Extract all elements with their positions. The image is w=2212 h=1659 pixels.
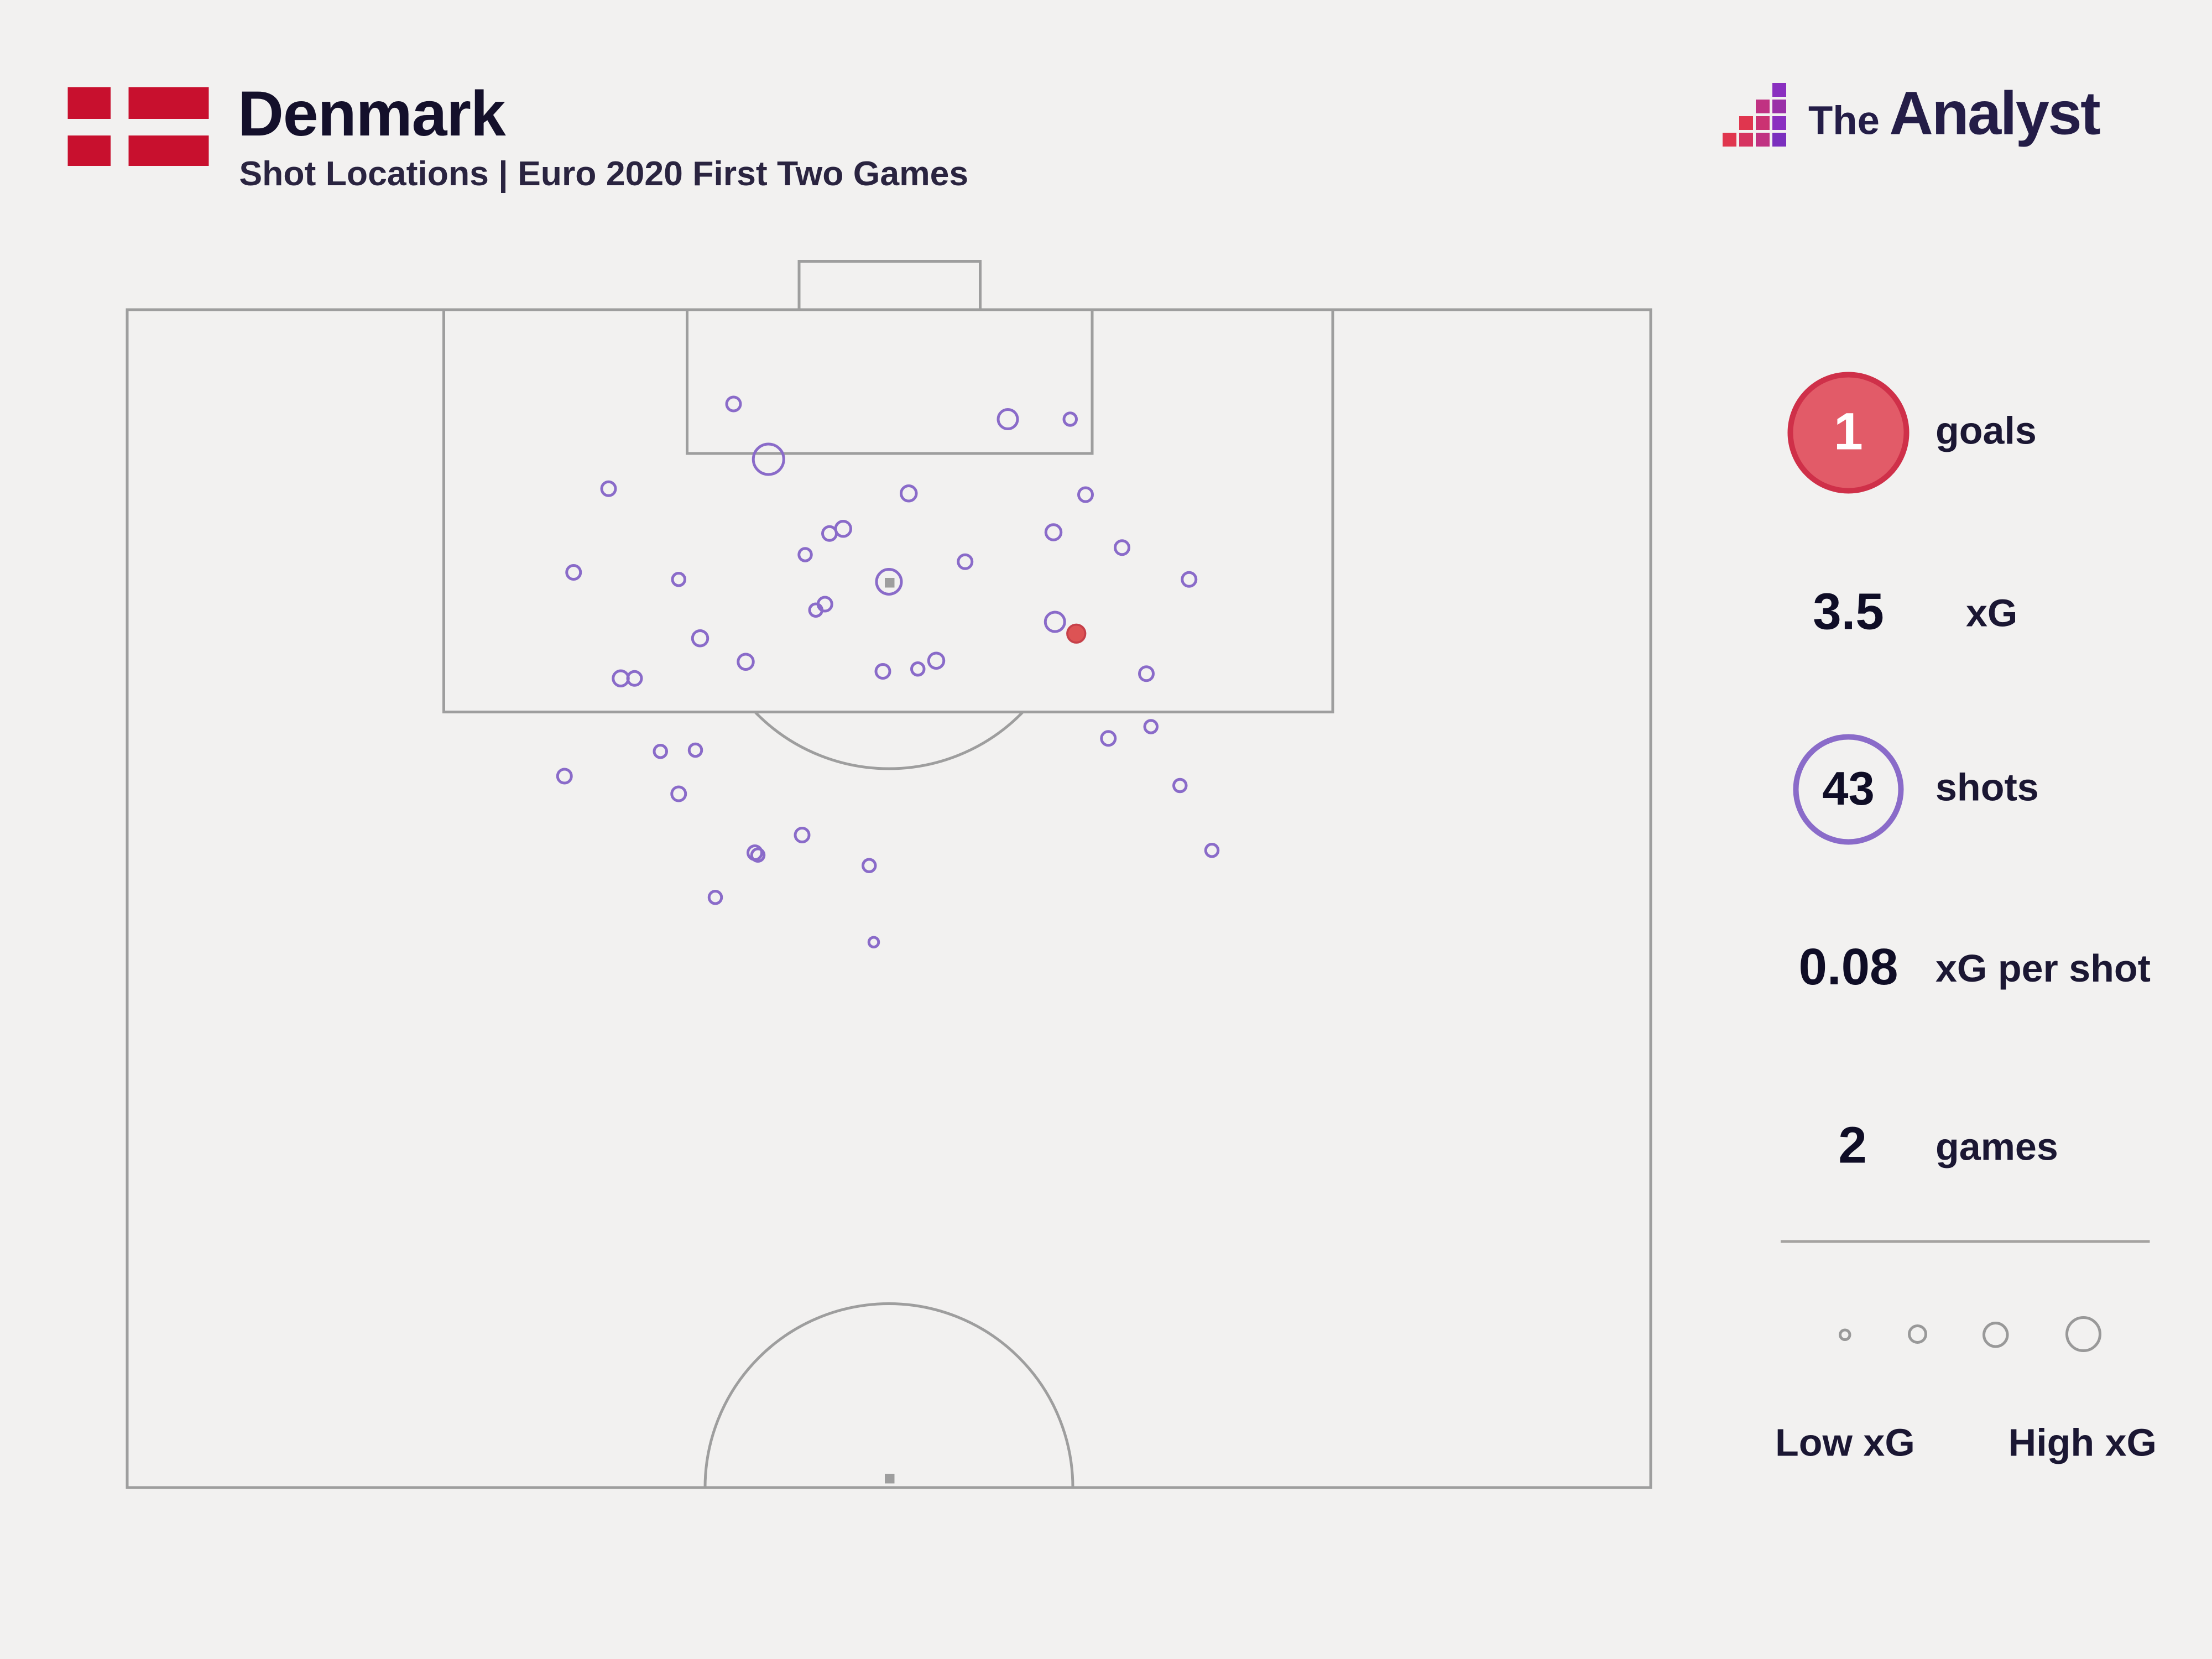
shot-marker [794, 827, 811, 843]
shot-marker [797, 547, 813, 562]
centre-spot [885, 1474, 895, 1484]
xg-size-legend [1839, 1297, 2101, 1371]
shots-value: 43 [1822, 762, 1875, 815]
shot-marker [670, 785, 687, 802]
shot-marker [653, 744, 669, 759]
denmark-flag [67, 87, 209, 166]
shot-marker [600, 480, 617, 497]
shot-marker [997, 408, 1019, 431]
shot-marker [1138, 665, 1155, 682]
analyst-logo: The Analyst [1723, 80, 2101, 149]
legend-size-circle [1907, 1324, 1927, 1344]
xg-value: 3.5 [1813, 583, 1884, 640]
shot-marker [957, 553, 974, 570]
sidebar-divider [1781, 1240, 2150, 1243]
shots-layer [556, 395, 1220, 948]
goals-value: 1 [1834, 403, 1863, 461]
shot-marker [808, 602, 823, 618]
shot-marker [626, 670, 643, 687]
penalty-spot [885, 578, 895, 588]
shot-marker [687, 742, 703, 758]
shots-label: shots [1936, 766, 2039, 809]
shot-marker [565, 564, 582, 581]
shot-marker [874, 663, 891, 680]
shot-marker [737, 653, 755, 671]
shot-marker [1062, 411, 1078, 427]
shot-marker [691, 629, 709, 648]
legend-size-circle [1983, 1321, 2010, 1348]
penalty-area [442, 308, 1334, 713]
shot-marker [875, 567, 903, 596]
shot-marker [1100, 730, 1117, 747]
shot-marker [927, 651, 946, 670]
xg-per-shot-value: 0.08 [1798, 938, 1898, 996]
shot-marker [899, 484, 918, 503]
goals-badge: 1 [1787, 372, 1910, 494]
legend-high-label: High xG [2008, 1421, 2157, 1464]
shot-marker [867, 936, 880, 948]
xg-per-shot-label: xG per shot [1936, 947, 2151, 990]
analyst-logo-icon [1723, 83, 1786, 147]
shot-marker [671, 572, 686, 587]
shot-marker [862, 858, 877, 873]
shot-marker [821, 525, 838, 542]
legend-size-circle [1839, 1328, 1851, 1340]
page-subtitle: Shot Locations | Euro 2020 First Two Gam… [239, 155, 969, 194]
shot-marker [1143, 719, 1159, 734]
games-value: 2 [1838, 1117, 1867, 1174]
shot-marker [707, 889, 723, 905]
legend-low-label: Low xG [1775, 1421, 1915, 1464]
page-title: Denmark [238, 77, 506, 149]
xg-label: xG [1966, 592, 2018, 635]
shot-marker [1044, 611, 1066, 633]
shot-marker [910, 661, 926, 677]
pitch-mask [691, 1489, 1092, 1659]
shots-badge: 43 [1793, 734, 1904, 845]
legend-size-circle [2065, 1316, 2101, 1352]
shot-marker [1077, 486, 1094, 503]
shot-marker [750, 847, 766, 863]
goals-label: goals [1936, 409, 2037, 452]
shot-marker [1113, 539, 1130, 556]
shot-marker [752, 442, 785, 476]
xg-legend-labels: Low xG High xG [1775, 1421, 2157, 1465]
shot-marker [1044, 523, 1063, 541]
flag-cross-horizontal [67, 119, 209, 135]
goal-marker [1066, 623, 1087, 644]
shot-marker [556, 768, 573, 785]
shot-marker [1181, 571, 1198, 588]
analyst-logo-text: The Analyst [1808, 80, 2101, 149]
shot-marker [1204, 842, 1220, 858]
logo-word-the: The [1808, 100, 1880, 144]
shot-marker [725, 395, 742, 413]
games-label: games [1936, 1125, 2058, 1168]
goal-frame [797, 260, 982, 311]
logo-word-analyst: Analyst [1889, 80, 2100, 148]
shot-marker [1172, 778, 1188, 794]
